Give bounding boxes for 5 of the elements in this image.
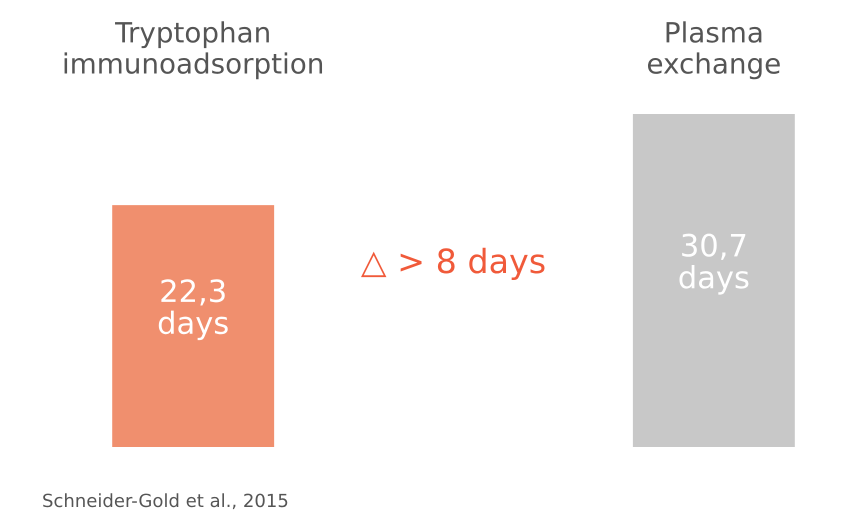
- x-tick-label: Plasma exchange: [648, 21, 780, 80]
- data-label: 22,3 days: [158, 279, 228, 340]
- x-tick-label: Tryptophan immunoadsorption: [64, 21, 322, 80]
- annotation: △ > 8 days: [360, 248, 545, 280]
- text: Schneider-Gold et al., 2015: [43, 493, 288, 510]
